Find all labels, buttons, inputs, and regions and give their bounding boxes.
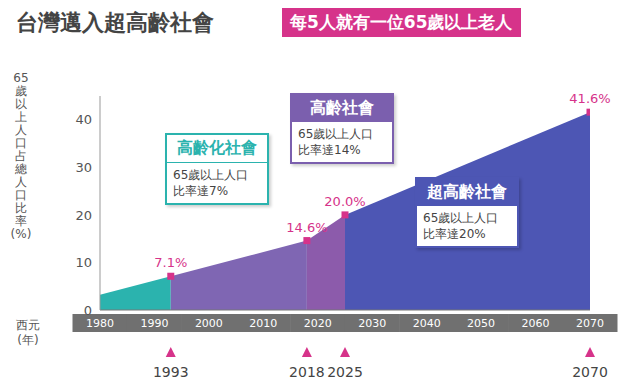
html-text:65歲以上人口: 65歲以上人口: [298, 127, 374, 141]
svg-text:1993: 1993: [153, 364, 189, 380]
svg-text:2070: 2070: [576, 317, 604, 330]
html-text:人: 人: [15, 123, 27, 137]
html-text:比率達7%: 比率達7%: [173, 184, 228, 198]
html-text:65歲以上人口: 65歲以上人口: [423, 211, 499, 225]
html-text:65歲以上人口: 65歲以上人口: [173, 168, 249, 182]
html-text:歲: 歲: [15, 84, 27, 98]
svg-text:2025: 2025: [327, 364, 363, 380]
svg-text:1980: 1980: [86, 317, 114, 330]
html-text:高齡化社會: 高齡化社會: [177, 138, 257, 157]
html-text:65: 65: [13, 71, 29, 85]
html-text:超高齡社會: 超高齡社會: [427, 182, 507, 201]
svg-text:2010: 2010: [249, 317, 277, 330]
html-text:總: 總: [15, 162, 27, 176]
html-text:上: 上: [15, 110, 27, 124]
svg-text:40: 40: [75, 112, 92, 127]
svg-text:10: 10: [75, 255, 92, 270]
html-text:比率達14%: 比率達14%: [298, 143, 361, 157]
html-text:西元: 西元: [16, 318, 40, 332]
svg-text:2020: 2020: [304, 317, 332, 330]
svg-text:0: 0: [84, 303, 92, 318]
html-text:每5人就有一位65歲以上老人: 每5人就有一位65歲以上老人: [290, 12, 513, 32]
svg-text:1990: 1990: [140, 317, 168, 330]
svg-text:20: 20: [75, 208, 92, 223]
html-text:口: 口: [15, 136, 27, 150]
html-text:占: 占: [15, 149, 27, 163]
svg-text:2050: 2050: [467, 317, 495, 330]
html-text:率: 率: [15, 214, 27, 228]
html-text:比: 比: [15, 201, 27, 215]
svg-text:2060: 2060: [522, 317, 550, 330]
svg-text:41.6%: 41.6%: [569, 91, 610, 106]
svg-text:7.1%: 7.1%: [154, 255, 187, 270]
html-text:口: 口: [15, 188, 27, 202]
svg-text:2040: 2040: [413, 317, 441, 330]
html-text:以: 以: [15, 97, 27, 111]
svg-text:2018: 2018: [289, 364, 325, 380]
html-text:高齡社會: 高齡社會: [310, 98, 374, 117]
html-text:人: 人: [15, 175, 27, 189]
svg-text:20.0%: 20.0%: [324, 194, 365, 209]
svg-text:2000: 2000: [195, 317, 223, 330]
html-text:台灣邁入超高齡社會: 台灣邁入超高齡社會: [16, 10, 214, 35]
svg-text:30: 30: [75, 160, 92, 175]
svg-text:2070: 2070: [572, 364, 608, 380]
html-text:比率達20%: 比率達20%: [423, 227, 486, 241]
html-text:(年): (年): [17, 333, 39, 347]
svg-text:2030: 2030: [358, 317, 386, 330]
svg-text:14.6%: 14.6%: [286, 220, 327, 235]
